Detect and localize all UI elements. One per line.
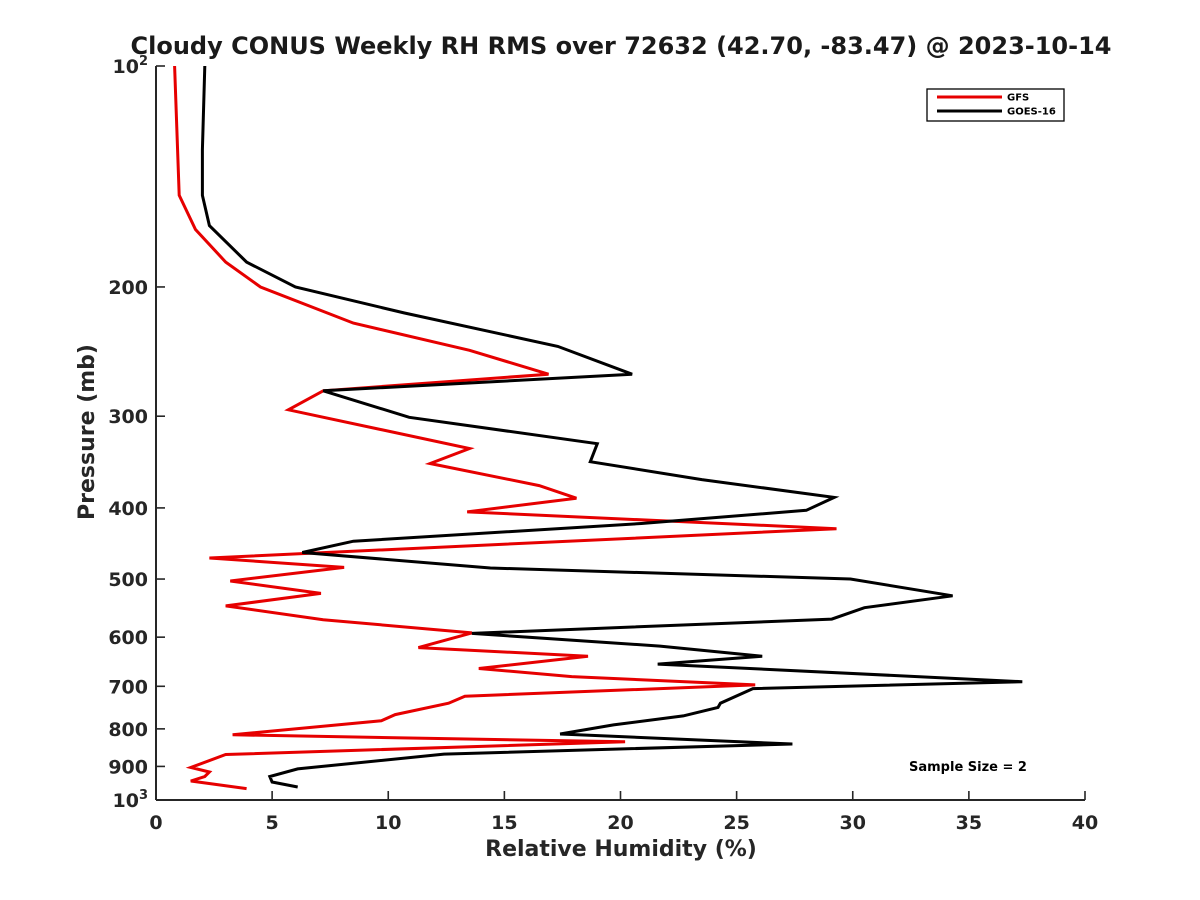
series-line-gfs <box>173 65 837 791</box>
x-tick-label: 30 <box>840 812 866 834</box>
tick-layer: 0 5 10 15 20 25 30 35 40 102 200 300 400 500 600 700 800… <box>108 54 1098 834</box>
y-tick-label: 103 <box>113 788 149 812</box>
y-tick-label: 800 <box>108 719 148 741</box>
legend-box <box>926 88 1065 122</box>
x-tick-label: 20 <box>607 812 633 834</box>
y-tick-label: 700 <box>108 676 148 698</box>
y-tick-label: 102 <box>113 54 149 78</box>
x-tick-label: 5 <box>266 812 279 834</box>
y-tick-label: 900 <box>108 756 148 778</box>
plot-area: 0 5 10 15 20 25 30 35 40 102 200 300 400 500 600 700 800… <box>108 54 1098 834</box>
x-tick-label: 35 <box>956 812 982 834</box>
legend-items: GFS GOES-16 <box>937 93 1056 118</box>
x-axis-label: Relative Humidity (%) <box>485 837 757 862</box>
y-tick-label: 600 <box>108 627 148 649</box>
legend-label: GOES-16 <box>1007 107 1056 118</box>
chart-title: Cloudy CONUS Weekly RH RMS over 72632 (4… <box>131 32 1112 60</box>
x-tick-label: 15 <box>491 812 517 834</box>
x-tick-label: 40 <box>1072 812 1098 834</box>
x-tick-label: 0 <box>149 812 162 834</box>
y-tick-label: 400 <box>108 498 148 520</box>
x-tick-label: 25 <box>723 812 749 834</box>
sample-size-annotation: Sample Size = 2 <box>909 760 1027 775</box>
y-axis-label: Pressure (mb) <box>75 344 100 520</box>
legend-label: GFS <box>1007 93 1029 104</box>
series-layer <box>173 65 1023 791</box>
legend: GFS GOES-16 <box>926 88 1065 122</box>
y-tick-label: 200 <box>108 277 148 299</box>
x-tick-label: 10 <box>375 812 401 834</box>
series-line-goes-16 <box>200 65 1023 789</box>
y-tick-label: 500 <box>108 569 148 591</box>
y-tick-label: 300 <box>108 406 148 428</box>
